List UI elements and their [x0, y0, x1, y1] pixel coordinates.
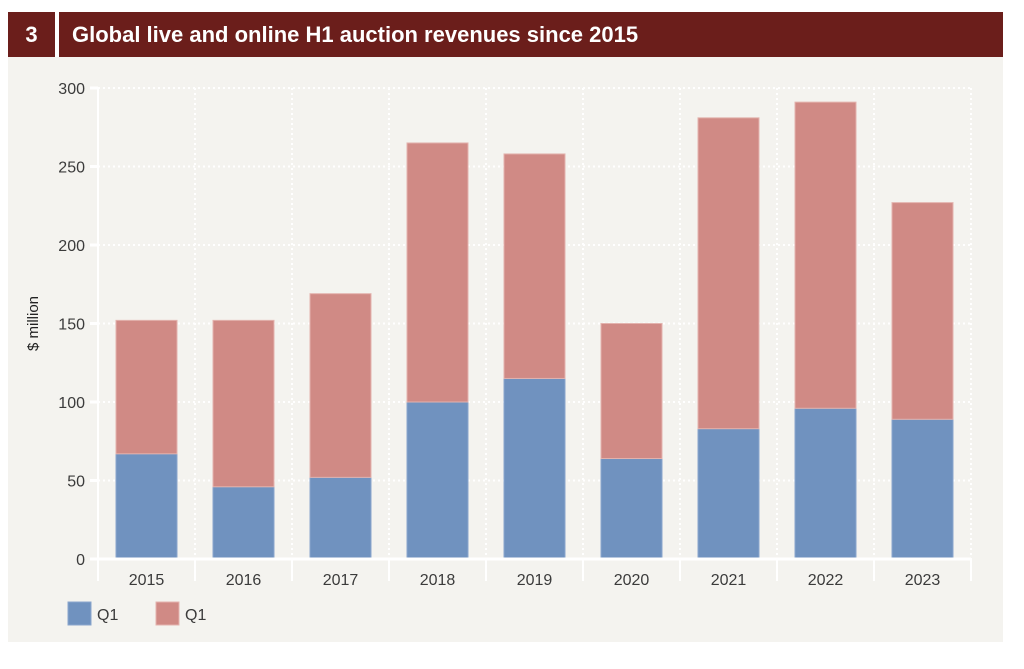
x-tick-label: 2022: [808, 572, 844, 589]
chart-panel: 0 50 100 150 200 250 300 2015 2016 2017 2018 2019 20…: [8, 57, 1003, 642]
bar-segment-1-2023[interactable]: [891, 418, 954, 560]
x-tick-label: 2020: [614, 572, 650, 589]
x-tick-label: 2015: [129, 572, 165, 589]
bar-segment-1-2017[interactable]: [309, 476, 372, 560]
x-tick-label: 2023: [905, 572, 941, 589]
bar-segment-2-2018[interactable]: [406, 142, 469, 403]
bar-segment-2-2023[interactable]: [891, 202, 954, 420]
legend-label-1: Q1: [97, 607, 118, 624]
y-tick-label: 250: [58, 160, 85, 177]
y-tick-label: 200: [58, 238, 85, 255]
y-axis-title: $ million: [25, 296, 42, 351]
bar-segment-2-2016[interactable]: [212, 319, 275, 488]
bar-segment-1-2022[interactable]: [794, 407, 857, 560]
x-tick-label: 2017: [323, 572, 359, 589]
bar-segment-2-2017[interactable]: [309, 293, 372, 478]
x-tick-label: 2018: [420, 572, 456, 589]
figure-number: 3: [8, 12, 55, 57]
bar-segment-2-2020[interactable]: [600, 323, 663, 460]
x-tick-label: 2019: [517, 572, 553, 589]
bar-segment-1-2016[interactable]: [212, 486, 275, 560]
bar-segment-1-2020[interactable]: [600, 458, 663, 560]
bar-segment-2-2021[interactable]: [697, 117, 760, 430]
legend-swatch-1: [67, 601, 92, 626]
bar-segment-2-2022[interactable]: [794, 101, 857, 409]
y-tick-label: 100: [58, 395, 85, 412]
bar-segment-2-2019[interactable]: [503, 153, 566, 379]
legend-label-2: Q1: [185, 607, 206, 624]
y-tick-label: 50: [67, 474, 85, 491]
legend-swatch-2: [155, 601, 180, 626]
bar-segment-2-2015[interactable]: [115, 319, 178, 455]
bar-segment-1-2015[interactable]: [115, 453, 178, 560]
y-tick-label: 150: [58, 317, 85, 334]
stacked-bar-chart: 0 50 100 150 200 250 300 2015 2016 2017 2018 2019 20…: [25, 81, 972, 626]
bar-segment-1-2018[interactable]: [406, 401, 469, 560]
x-tick-label: 2021: [711, 572, 747, 589]
y-tick-label: 300: [58, 81, 85, 98]
bar-segment-1-2019[interactable]: [503, 377, 566, 560]
bar-segment-1-2021[interactable]: [697, 428, 760, 560]
chart-header: 3 Global live and online H1 auction reve…: [8, 12, 1003, 57]
x-tick-label: 2016: [226, 572, 262, 589]
y-tick-label: 0: [76, 552, 85, 569]
chart-title: Global live and online H1 auction revenu…: [59, 12, 1003, 57]
